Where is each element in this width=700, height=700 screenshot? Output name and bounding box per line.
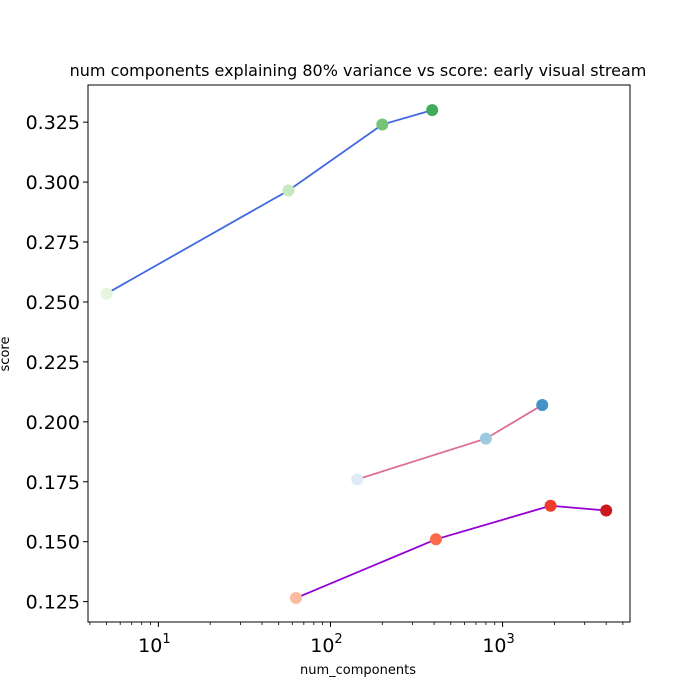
series-2-line [356,404,543,481]
x-tick-label: 101 [138,632,170,657]
series-3-point-2 [429,533,442,546]
series-1-point-1 [100,287,113,300]
series-3-point-1 [289,592,302,605]
y-tick-label: 0.300 [26,172,80,194]
series-3-line [295,504,607,599]
series-2-point-1 [351,473,364,486]
y-tick-label: 0.275 [26,232,80,254]
chart-title: num components explaining 80% variance v… [70,61,647,80]
x-axis: 101 102 103 [89,622,624,657]
series-1-point-3 [376,118,389,131]
series-2-point-3 [536,399,549,412]
y-tick-label: 0.125 [26,592,80,614]
y-tick-label: 0.150 [26,532,80,554]
x-axis-label: num_components [300,663,416,678]
series-3-point-3 [544,499,557,512]
plot-frame [87,84,631,623]
x-tick-label: 102 [310,632,342,657]
y-tick-label: 0.250 [26,292,80,314]
y-tick-label: 0.175 [26,472,80,494]
plot-area [87,84,631,623]
series-1-point-2 [282,184,295,197]
series-2-point-2 [479,432,492,445]
y-axis: 0.125 0.150 0.175 0.200 0.225 0.250 0.275 0.300… [26,112,88,614]
y-tick-label: 0.200 [26,412,80,434]
series-1-point-4 [426,104,439,117]
y-tick-label: 0.325 [26,112,80,134]
series-3-point-4 [600,504,613,517]
y-tick-label: 0.225 [26,352,80,374]
series-1-line [106,109,433,295]
x-tick-label: 103 [482,632,514,657]
y-axis-label: score [0,337,13,372]
